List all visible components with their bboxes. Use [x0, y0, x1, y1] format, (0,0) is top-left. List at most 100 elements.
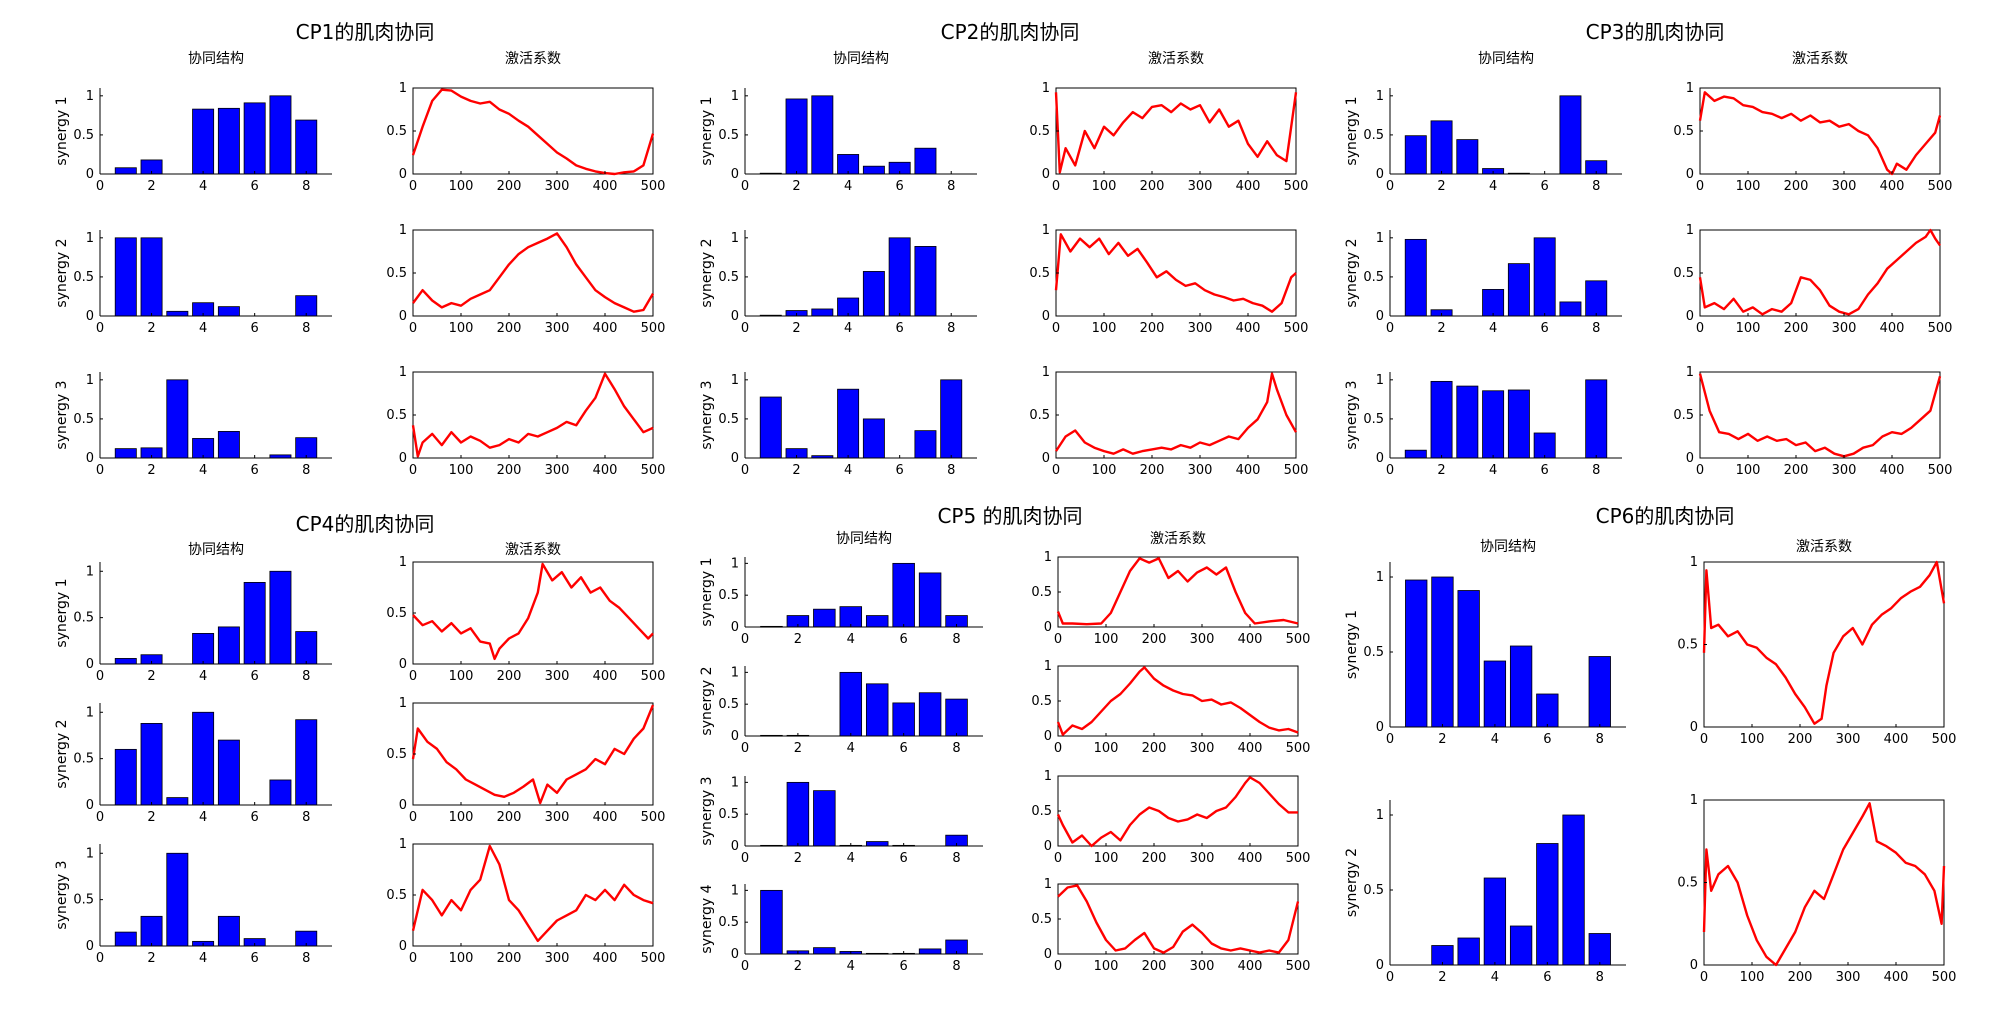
x-tick-label: 8: [947, 179, 955, 194]
axes-box: [1057, 665, 1299, 737]
bar: [114, 931, 137, 947]
x-tick-label: 0: [1386, 179, 1394, 194]
y-tick-label: 1: [731, 775, 739, 790]
x-tick-label: 4: [844, 321, 852, 336]
x-tick-label: 500: [1284, 463, 1309, 478]
y-tick-label: 0.5: [1673, 408, 1694, 423]
activation-axes: 0 100 200 300 400 500 0 0.5 1: [1673, 365, 1952, 478]
y-tick-label: 0.5: [1363, 270, 1384, 285]
y-tick-label: 0: [1686, 167, 1694, 182]
y-tick-label: 0: [399, 309, 407, 324]
bar-axes: synergy 1 0 2 4 6 8 0 0.5 1: [54, 562, 332, 684]
activation-axes: 0 100 200 300 400 500 0 0.5 1: [1029, 81, 1308, 194]
bar: [1404, 135, 1427, 175]
y-tick-label: 1: [731, 89, 739, 104]
x-tick-label: 8: [302, 669, 310, 684]
axes-box: [412, 371, 654, 459]
y-tick-label: 1: [1690, 793, 1698, 808]
x-tick-label: 0: [409, 951, 417, 966]
x-tick-label: 300: [545, 669, 570, 684]
y-tick-label: 0: [731, 309, 739, 324]
x-tick-label: 8: [952, 741, 960, 756]
y-tick-label: 0: [399, 798, 407, 813]
y-tick-label: 1: [399, 365, 407, 380]
y-tick-label: 0: [1376, 720, 1384, 735]
activation-line: [1702, 802, 1946, 967]
x-tick-label: 100: [1092, 321, 1117, 336]
x-tick-label: 4: [847, 959, 855, 974]
activation-line: [412, 562, 654, 661]
x-tick-label: 0: [96, 179, 104, 194]
bar: [217, 431, 240, 459]
bar: [114, 448, 137, 459]
x-tick-label: 300: [1188, 321, 1213, 336]
activation-subtitle: 激活系数: [505, 50, 561, 67]
y-tick-label: 0: [86, 309, 94, 324]
y-tick-label: 0.5: [1029, 408, 1050, 423]
bar-axes: synergy 2 0 2 4 6 8 0 0.5 1: [1344, 800, 1626, 985]
y-tick-label: 1: [1686, 81, 1694, 96]
y-tick-label: 1: [1044, 769, 1052, 784]
activation-axes: 0 100 200 300 400 500 0 0.5 1: [1029, 365, 1308, 478]
x-tick-label: 0: [741, 851, 749, 866]
y-tick-label: 0: [86, 167, 94, 182]
x-tick-label: 300: [545, 463, 570, 478]
axes-box: [1703, 799, 1945, 966]
bar: [813, 608, 836, 628]
x-tick-label: 500: [1286, 632, 1311, 647]
axes-box: [1055, 229, 1297, 317]
activation-axes: 0 100 200 300 400 500 0 0.5 1: [1677, 555, 1956, 747]
x-tick-label: 8: [952, 959, 960, 974]
x-tick-label: 100: [449, 669, 474, 684]
activation-line: [1056, 776, 1298, 848]
bar: [1509, 645, 1533, 728]
y-tick-label: 1: [86, 89, 94, 104]
x-tick-label: 4: [199, 463, 207, 478]
x-tick-label: 2: [147, 179, 155, 194]
x-tick-label: 0: [1386, 732, 1394, 747]
x-tick-label: 300: [1832, 179, 1857, 194]
y-tick-label: 0: [731, 167, 739, 182]
y-tick-label: 0.5: [718, 697, 739, 712]
axes-box: [1699, 371, 1941, 459]
bar: [1559, 95, 1582, 175]
y-tick-label: 1: [1042, 223, 1050, 238]
activation-axes: 0 100 200 300 400 500 0 0.5 1: [1031, 769, 1310, 866]
y-tick-label: 0.5: [1363, 883, 1384, 898]
x-tick-label: 400: [1238, 959, 1263, 974]
activation-axes: 0 100 200 300 400 500 0 0.5 1: [386, 81, 665, 194]
synergy-label: synergy 2: [54, 719, 70, 788]
x-tick-label: 0: [1696, 463, 1704, 478]
bar: [839, 606, 863, 628]
x-tick-label: 6: [251, 951, 259, 966]
x-tick-label: 500: [641, 179, 666, 194]
bar: [217, 739, 240, 806]
x-tick-label: 2: [147, 321, 155, 336]
bar: [1509, 925, 1533, 966]
y-tick-label: 0.5: [1363, 128, 1384, 143]
bar-axes: synergy 1 0 2 4 6 8 0 0.5 1: [1344, 88, 1622, 194]
x-tick-label: 2: [1437, 179, 1445, 194]
x-tick-label: 4: [1489, 463, 1497, 478]
x-tick-label: 200: [1784, 321, 1809, 336]
y-tick-label: 0.5: [73, 893, 94, 908]
x-tick-label: 100: [1094, 851, 1119, 866]
x-tick-label: 100: [449, 463, 474, 478]
bar-axes: synergy 1 0 2 4 6 8 0 0.5 1: [1344, 562, 1626, 747]
activation-axes: 0 100 200 300 400 500 0 0.5 1: [1031, 659, 1310, 756]
bar: [839, 671, 863, 737]
bar: [140, 915, 163, 947]
bar: [1559, 301, 1582, 317]
y-tick-label: 1: [731, 883, 739, 898]
bar: [1404, 449, 1427, 459]
x-tick-label: 400: [1884, 970, 1909, 985]
activation-line: [1054, 92, 1298, 174]
x-tick-label: 400: [1880, 463, 1905, 478]
x-tick-label: 0: [409, 669, 417, 684]
bar: [865, 615, 889, 628]
x-tick-label: 100: [1092, 463, 1117, 478]
y-tick-label: 0: [1686, 309, 1694, 324]
bar: [243, 102, 266, 175]
